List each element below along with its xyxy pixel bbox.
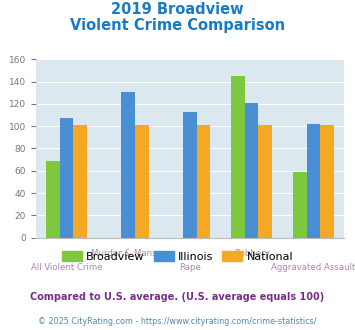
Text: Aggravated Assault: Aggravated Assault bbox=[271, 263, 355, 272]
Bar bbox=[73, 125, 87, 238]
Text: Compared to U.S. average. (U.S. average equals 100): Compared to U.S. average. (U.S. average … bbox=[31, 292, 324, 302]
Bar bbox=[245, 103, 258, 238]
Bar bbox=[320, 125, 334, 238]
Bar bbox=[197, 125, 210, 238]
Text: Murder & Mans...: Murder & Mans... bbox=[91, 249, 165, 258]
Text: All Violent Crime: All Violent Crime bbox=[31, 263, 102, 272]
Bar bbox=[293, 172, 307, 238]
Legend: Broadview, Illinois, National: Broadview, Illinois, National bbox=[57, 247, 298, 267]
Bar bbox=[46, 161, 60, 238]
Bar bbox=[183, 112, 197, 238]
Text: © 2025 CityRating.com - https://www.cityrating.com/crime-statistics/: © 2025 CityRating.com - https://www.city… bbox=[38, 317, 317, 326]
Bar bbox=[60, 118, 73, 238]
Text: Robbery: Robbery bbox=[234, 249, 270, 258]
Bar bbox=[231, 76, 245, 238]
Bar bbox=[307, 124, 320, 238]
Text: 2019 Broadview: 2019 Broadview bbox=[111, 2, 244, 16]
Text: Violent Crime Comparison: Violent Crime Comparison bbox=[70, 18, 285, 33]
Text: Rape: Rape bbox=[179, 263, 201, 272]
Bar bbox=[121, 92, 135, 238]
Bar bbox=[135, 125, 148, 238]
Bar bbox=[258, 125, 272, 238]
